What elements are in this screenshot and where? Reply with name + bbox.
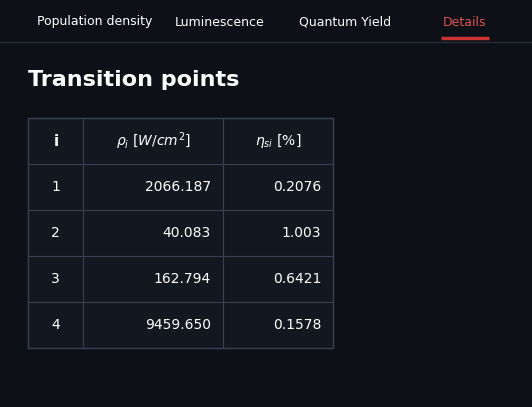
Text: Population density: Population density <box>37 15 153 28</box>
Text: 4: 4 <box>51 318 60 332</box>
Text: $\eta_{si}\ [\%]$: $\eta_{si}\ [\%]$ <box>255 132 301 150</box>
Text: Quantum Yield: Quantum Yield <box>299 15 391 28</box>
Text: Luminescence: Luminescence <box>175 15 265 28</box>
Text: 0.2076: 0.2076 <box>273 180 321 194</box>
Text: 9459.650: 9459.650 <box>145 318 211 332</box>
Text: 2066.187: 2066.187 <box>145 180 211 194</box>
Text: 162.794: 162.794 <box>154 272 211 286</box>
Text: $\rho_i\ [W/cm^2]$: $\rho_i\ [W/cm^2]$ <box>115 130 190 152</box>
Text: 3: 3 <box>51 272 60 286</box>
Text: Transition points: Transition points <box>28 70 239 90</box>
Bar <box>28 118 333 348</box>
Text: 1.003: 1.003 <box>281 226 321 240</box>
Text: Details: Details <box>443 15 487 28</box>
Text: 0.1578: 0.1578 <box>272 318 321 332</box>
Text: $\mathbf{i}$: $\mathbf{i}$ <box>53 133 59 149</box>
Text: 1: 1 <box>51 180 60 194</box>
Text: 2: 2 <box>51 226 60 240</box>
Text: 40.083: 40.083 <box>163 226 211 240</box>
Text: 0.6421: 0.6421 <box>272 272 321 286</box>
